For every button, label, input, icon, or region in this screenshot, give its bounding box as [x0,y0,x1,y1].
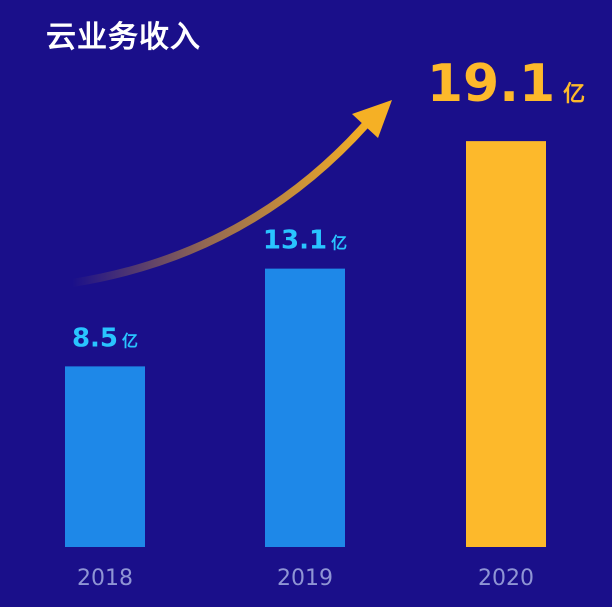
tick-label-2019: 2019 [277,566,333,591]
bar-2019 [265,268,345,547]
tick-label-2020: 2020 [478,566,534,591]
trend-arrow-icon [68,100,392,287]
data-label-2019: 13.1 亿 [263,226,347,256]
data-label-2018: 8.5 亿 [72,323,138,353]
bar-2018 [65,366,145,547]
tick-label-2018: 2018 [77,566,133,591]
chart-title: 云业务收入 [46,20,201,55]
data-label-2020: 19.1 亿 [427,54,585,114]
bar-2020 [466,141,546,547]
